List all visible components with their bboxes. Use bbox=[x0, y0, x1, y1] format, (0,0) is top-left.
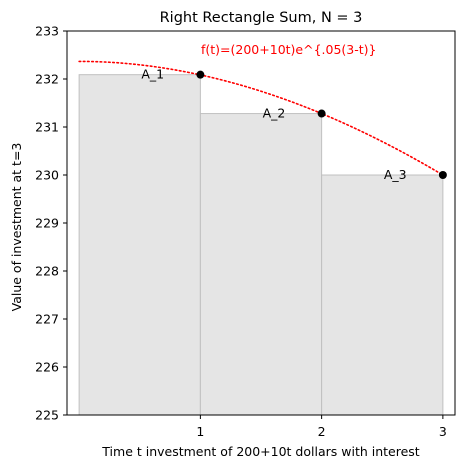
rectangle-1 bbox=[78, 74, 201, 416]
y-tick-label: 231 bbox=[35, 120, 59, 135]
y-tick-label: 233 bbox=[35, 24, 59, 39]
y-tick-label: 230 bbox=[35, 168, 59, 183]
points-layer bbox=[196, 70, 447, 179]
y-tick-label: 229 bbox=[35, 216, 59, 231]
data-point-1 bbox=[196, 70, 205, 79]
y-tick-label: 225 bbox=[35, 408, 59, 423]
curve-layer bbox=[78, 60, 444, 176]
rectangles bbox=[78, 74, 444, 416]
rectangle-label: A_3 bbox=[384, 167, 407, 182]
curve-label: f(t)=(200+10t)e^{.05(3-t)} bbox=[201, 42, 377, 57]
rectangle-label: A_2 bbox=[263, 106, 286, 121]
curve-line bbox=[78, 60, 444, 176]
data-point-3 bbox=[438, 171, 447, 179]
x-tick-label: 3 bbox=[439, 424, 447, 439]
chart-title: Right Rectangle Sum, N = 3 bbox=[160, 10, 363, 26]
rectangle-labels: A_1 A_2 A_3 bbox=[141, 67, 406, 182]
x-tick-label: 2 bbox=[318, 424, 326, 439]
y-axis-label: Value of investment at t=3 bbox=[9, 143, 24, 312]
y-tick-label: 227 bbox=[35, 312, 59, 327]
y-tick-label: 226 bbox=[35, 360, 59, 375]
data-point-2 bbox=[317, 109, 326, 118]
x-tick-label: 1 bbox=[196, 424, 204, 439]
y-tick-label: 228 bbox=[35, 264, 59, 279]
y-axis-ticks: 225 226 227 228 229 230 231 232 233 bbox=[35, 24, 67, 423]
rectangle-2 bbox=[199, 113, 323, 416]
y-tick-label: 232 bbox=[35, 72, 59, 87]
rectangle-label: A_1 bbox=[141, 67, 164, 82]
rectangle-3 bbox=[321, 174, 444, 416]
x-axis-label: Time t investment of 200+10t dollars wit… bbox=[101, 444, 419, 459]
x-axis-ticks: 1 2 3 bbox=[196, 415, 447, 439]
